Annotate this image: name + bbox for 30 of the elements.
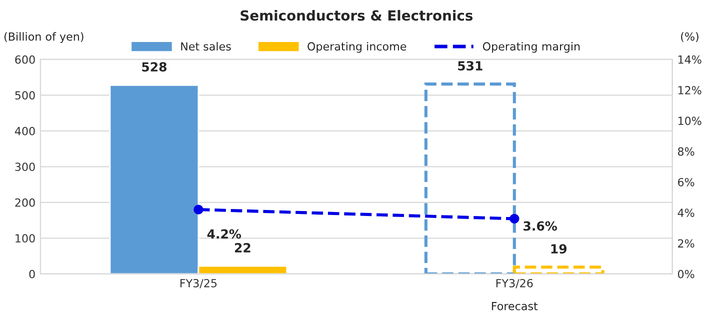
y-tick-label: 0: [29, 270, 35, 278]
x-tick-label: FY3/26: [496, 278, 533, 288]
legend-label: Operating income: [308, 42, 406, 53]
y2-tick-label: 2%: [678, 239, 694, 248]
data-label: 22: [234, 243, 250, 252]
y-tick-label: 600: [15, 55, 35, 64]
y-tick-label: 400: [14, 126, 35, 136]
y-tick-label: 100: [16, 234, 35, 243]
x-tick-label: FY3/25: [180, 278, 217, 288]
y2-tick-label: 0%: [678, 270, 694, 278]
y2-tick-label: 10%: [678, 116, 702, 126]
data-label: 4.2%: [207, 229, 242, 239]
data-label: 3.6%: [524, 221, 557, 231]
y-tick-label: 500: [15, 91, 35, 100]
data-label: 19: [551, 244, 567, 254]
y2-axis-title: (%): [681, 32, 698, 42]
chart-title: Semiconductors & Electronics: [240, 10, 473, 21]
y-tick-label: 200: [15, 198, 35, 207]
y-tick-label: 300: [15, 162, 35, 172]
data-label: 528: [142, 62, 166, 72]
y2-tick-label: 4%: [678, 208, 694, 217]
data-label: 531: [458, 61, 482, 71]
legend-label: Net sales: [181, 42, 231, 51]
y2-tick-label: 6%: [678, 178, 694, 186]
y-axis-title: (Billion of yen): [4, 32, 84, 43]
legend-label: Operating margin: [482, 42, 580, 53]
y2-tick-label: 8%: [678, 147, 694, 156]
y2-tick-label: 12%: [678, 86, 702, 94]
text: Forecast: [492, 302, 538, 310]
y2-tick-label: 14%: [678, 55, 702, 64]
